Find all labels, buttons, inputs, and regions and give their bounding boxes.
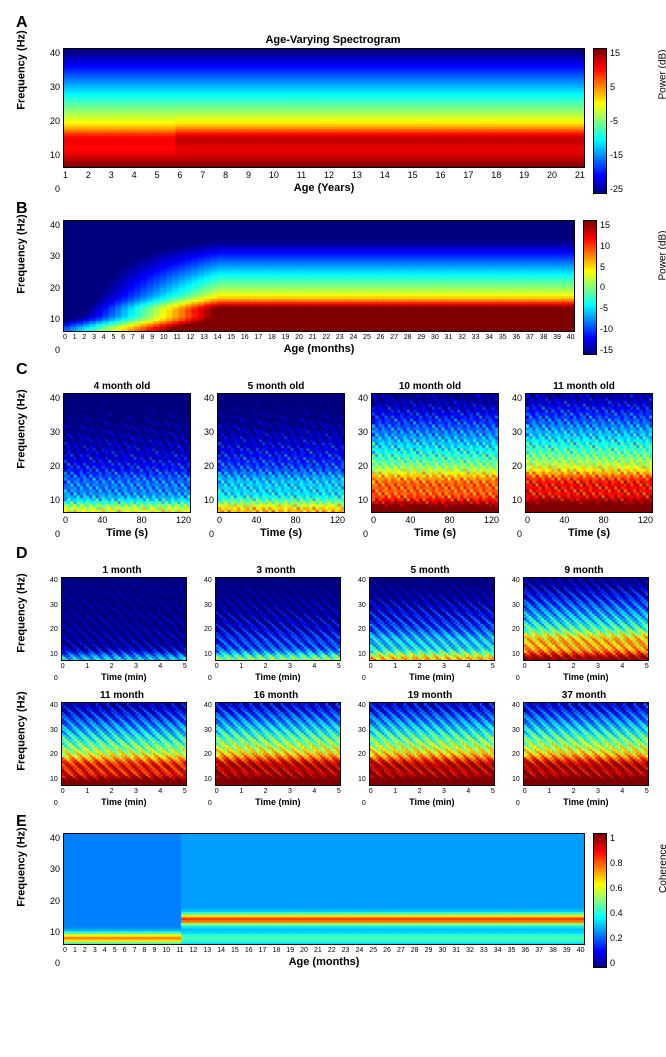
panel-a-colorbar xyxy=(593,48,607,194)
panel-c-heatmap xyxy=(371,393,499,513)
panel-d-heatmap xyxy=(215,702,341,786)
panel-d-yticks: 403020100 xyxy=(512,702,523,807)
panel-d-xticks: 012345 xyxy=(215,788,341,795)
panel-e-xticks: 0123456789101112131415161718192021222324… xyxy=(63,947,585,954)
panel-c-sub-title: 10 month old xyxy=(358,381,502,392)
panel-d-yticks: 403020100 xyxy=(358,577,369,682)
panel-d-xlabel: Time (min) xyxy=(215,797,341,807)
panel-b-ylabel: Frequency (Hz) xyxy=(16,214,28,293)
panel-c-xticks: 04080120 xyxy=(217,515,345,525)
panel-e-xlabel: Age (months) xyxy=(63,956,585,968)
panel-c-xlabel: Time (s) xyxy=(525,527,653,539)
panel-c-xticks: 04080120 xyxy=(63,515,191,525)
panel-a-ylabel: Frequency (Hz) xyxy=(16,30,28,109)
panel-a-title: Age-Varying Spectrogram xyxy=(10,34,656,46)
panel-c-label: C xyxy=(16,361,656,379)
panel-e-colorbar xyxy=(593,833,607,968)
panel-c-heatmap xyxy=(63,393,191,513)
panel-d-yticks: 403020100 xyxy=(358,702,369,807)
panel-c-yticks: 403020100 xyxy=(204,393,217,539)
panel-c-sub-title: 11 month old xyxy=(512,381,656,392)
panel-d-heatmap xyxy=(369,577,495,661)
panel-a-heatmap xyxy=(63,48,585,168)
panel-e-cbarlabel: Coherence xyxy=(658,844,666,893)
panel-d: D Frequency (Hz) 1 month 403020100 01234… xyxy=(10,545,656,807)
panel-e-heatmap xyxy=(63,833,585,945)
panel-a-cticks: 155-5-15-25 xyxy=(610,48,623,194)
panel-a-yticks: 403020100 xyxy=(50,48,63,194)
panel-d-label: D xyxy=(16,545,656,563)
panel-b-xlabel: Age (months) xyxy=(63,343,575,355)
panel-a: A Age-Varying Spectrogram Frequency (Hz)… xyxy=(10,14,656,194)
panel-d-sub-title: 11 month xyxy=(50,690,194,701)
panel-d-xlabel: Time (min) xyxy=(369,797,495,807)
panel-a-label: A xyxy=(16,14,656,32)
panel-c-heatmap xyxy=(217,393,345,513)
panel-c: C Frequency (Hz) 4 month old 403020100 0… xyxy=(10,361,656,539)
panel-c-xticks: 04080120 xyxy=(525,515,653,525)
panel-d-yticks: 403020100 xyxy=(50,577,61,682)
panel-d-sub-title: 16 month xyxy=(204,690,348,701)
panel-c-ylabel: Frequency (Hz) xyxy=(16,389,28,468)
panel-d-xticks: 012345 xyxy=(369,663,495,670)
panel-c-xlabel: Time (s) xyxy=(217,527,345,539)
panel-d-xlabel: Time (min) xyxy=(215,672,341,682)
panel-d-yticks: 403020100 xyxy=(204,702,215,807)
panel-e-ylabel: Frequency (Hz) xyxy=(16,827,28,906)
panel-c-yticks: 403020100 xyxy=(358,393,371,539)
panel-b-xticks: 0123456789101112131415161718192021222324… xyxy=(63,334,575,341)
panel-d-xlabel: Time (min) xyxy=(523,672,649,682)
panel-c-xticks: 04080120 xyxy=(371,515,499,525)
panel-e: E Frequency (Hz) 403020100 0123456789101… xyxy=(10,813,656,968)
panel-d-heatmap xyxy=(61,702,187,786)
panel-d-sub-title: 19 month xyxy=(358,690,502,701)
panel-d-heatmap xyxy=(215,577,341,661)
panel-b: B Frequency (Hz) 403020100 0123456789101… xyxy=(10,200,656,355)
panel-b-cbarlabel: Power (dB) xyxy=(657,230,666,280)
panel-d-xticks: 012345 xyxy=(61,663,187,670)
panel-d-xticks: 012345 xyxy=(523,788,649,795)
panel-e-cticks: 10.80.60.40.20 xyxy=(610,833,623,968)
panel-c-xlabel: Time (s) xyxy=(63,527,191,539)
panel-b-heatmap xyxy=(63,220,575,332)
panel-c-xlabel: Time (s) xyxy=(371,527,499,539)
panel-c-sub-title: 4 month old xyxy=(50,381,194,392)
panel-a-cbarlabel: Power (dB) xyxy=(657,49,666,99)
panel-d-ylabel: Frequency (Hz) xyxy=(16,573,28,652)
panel-d-sub-title: 37 month xyxy=(512,690,656,701)
panel-d-yticks: 403020100 xyxy=(512,577,523,682)
panel-d-heatmap xyxy=(523,577,649,661)
panel-a-xlabel: Age (Years) xyxy=(63,182,585,194)
panel-d-xlabel: Time (min) xyxy=(61,672,187,682)
panel-d-xticks: 012345 xyxy=(523,663,649,670)
panel-d-yticks: 403020100 xyxy=(50,702,61,807)
panel-b-label: B xyxy=(16,200,656,218)
panel-d-xticks: 012345 xyxy=(369,788,495,795)
panel-c-sub-title: 5 month old xyxy=(204,381,348,392)
panel-b-colorbar xyxy=(583,220,597,355)
panel-e-label: E xyxy=(16,813,656,831)
panel-d-heatmap xyxy=(523,702,649,786)
panel-d-xticks: 012345 xyxy=(61,788,187,795)
panel-d-sub-title: 3 month xyxy=(204,565,348,576)
panel-d-sub-title: 9 month xyxy=(512,565,656,576)
panel-d-xlabel: Time (min) xyxy=(523,797,649,807)
panel-d-heatmap xyxy=(61,577,187,661)
panel-d-ylabel-2: Frequency (Hz) xyxy=(16,691,28,770)
panel-d-xticks: 012345 xyxy=(215,663,341,670)
panel-b-yticks: 403020100 xyxy=(50,220,63,355)
panel-c-heatmap xyxy=(525,393,653,513)
panel-d-sub-title: 5 month xyxy=(358,565,502,576)
panel-b-cticks: 151050-5-10-15 xyxy=(600,220,613,355)
panel-c-yticks: 403020100 xyxy=(50,393,63,539)
panel-e-yticks: 403020100 xyxy=(50,833,63,968)
panel-c-yticks: 403020100 xyxy=(512,393,525,539)
panel-d-heatmap xyxy=(369,702,495,786)
panel-d-xlabel: Time (min) xyxy=(61,797,187,807)
panel-a-xticks: 123456789101112131415161718192021 xyxy=(63,170,585,180)
panel-d-xlabel: Time (min) xyxy=(369,672,495,682)
panel-d-yticks: 403020100 xyxy=(204,577,215,682)
panel-d-sub-title: 1 month xyxy=(50,565,194,576)
